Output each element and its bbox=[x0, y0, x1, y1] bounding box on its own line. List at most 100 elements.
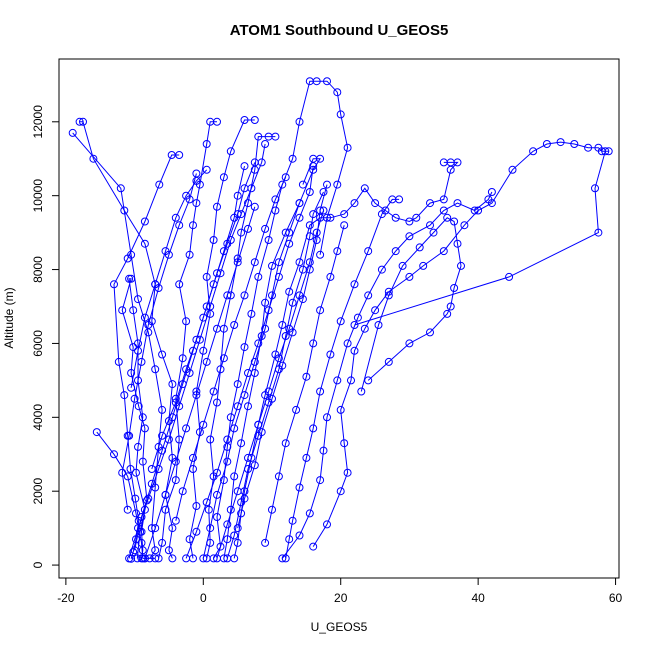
data-point bbox=[453, 199, 462, 208]
data-point bbox=[120, 391, 129, 400]
data-point bbox=[154, 554, 163, 563]
series-line-24 bbox=[264, 225, 345, 544]
data-point bbox=[151, 524, 160, 533]
data-point bbox=[309, 339, 318, 348]
data-point bbox=[250, 202, 259, 211]
data-point bbox=[233, 191, 242, 200]
data-point bbox=[202, 272, 211, 281]
data-point bbox=[168, 524, 177, 533]
data-point bbox=[264, 398, 273, 407]
data-point bbox=[333, 88, 342, 97]
data-point bbox=[415, 243, 424, 252]
data-point bbox=[126, 465, 135, 473]
data-point bbox=[443, 309, 452, 318]
data-point bbox=[391, 247, 400, 256]
data-point bbox=[439, 247, 448, 256]
data-point bbox=[206, 524, 215, 533]
data-point bbox=[182, 191, 191, 200]
y-tick-label: 4000 bbox=[31, 404, 45, 431]
data-point bbox=[158, 350, 167, 359]
data-point bbox=[161, 490, 170, 499]
data-point bbox=[223, 554, 232, 563]
data-point bbox=[171, 457, 180, 466]
data-point bbox=[237, 498, 246, 507]
series-line-26 bbox=[144, 206, 256, 559]
data-point bbox=[189, 346, 197, 355]
data-point bbox=[161, 505, 170, 514]
data-point bbox=[343, 339, 352, 348]
data-point bbox=[292, 405, 301, 414]
data-point bbox=[353, 313, 362, 322]
series-line-13 bbox=[312, 141, 609, 547]
data-point bbox=[237, 509, 246, 518]
data-point bbox=[360, 324, 369, 333]
data-point bbox=[288, 328, 297, 337]
data-point bbox=[254, 339, 263, 348]
data-point bbox=[316, 306, 325, 315]
data-point bbox=[457, 261, 465, 270]
data-point bbox=[371, 306, 380, 315]
data-point bbox=[443, 213, 452, 222]
y-tick-label: 0 bbox=[31, 561, 45, 568]
y-tick-label: 12000 bbox=[31, 105, 45, 139]
data-point bbox=[223, 291, 232, 300]
data-point bbox=[405, 232, 414, 241]
data-point bbox=[213, 490, 221, 499]
data-point bbox=[237, 439, 246, 448]
data-point bbox=[110, 280, 118, 289]
data-point bbox=[240, 116, 249, 124]
data-point bbox=[168, 554, 177, 563]
data-point bbox=[391, 213, 400, 222]
data-point bbox=[209, 387, 218, 396]
data-point bbox=[202, 302, 211, 311]
data-point bbox=[79, 117, 87, 126]
data-point bbox=[120, 206, 129, 215]
data-point bbox=[347, 376, 355, 385]
y-axis-label: Altitude (m) bbox=[2, 287, 16, 348]
data-point bbox=[230, 472, 239, 481]
series-line-19 bbox=[216, 210, 324, 559]
data-point bbox=[168, 413, 177, 422]
data-point bbox=[268, 261, 276, 270]
data-point bbox=[182, 554, 191, 563]
data-point bbox=[264, 236, 273, 244]
data-point bbox=[374, 321, 383, 329]
series-line-3 bbox=[79, 121, 173, 559]
data-point bbox=[213, 468, 221, 477]
y-tick-label: 6000 bbox=[31, 330, 45, 357]
data-point bbox=[182, 365, 191, 374]
data-point bbox=[233, 380, 242, 389]
data-point bbox=[326, 213, 335, 222]
data-point bbox=[591, 184, 599, 193]
data-point bbox=[192, 176, 201, 185]
data-point bbox=[209, 280, 218, 289]
data-point bbox=[604, 147, 613, 156]
data-point bbox=[412, 213, 421, 222]
data-point bbox=[274, 365, 283, 374]
y-tick-label: 10000 bbox=[31, 179, 45, 213]
data-point bbox=[474, 206, 483, 215]
data-point bbox=[223, 520, 232, 529]
data-point bbox=[453, 239, 462, 248]
data-point bbox=[340, 210, 349, 219]
data-point bbox=[487, 199, 496, 208]
data-point bbox=[350, 199, 359, 208]
data-point bbox=[138, 457, 147, 466]
data-point bbox=[189, 221, 197, 230]
data-point bbox=[274, 354, 283, 363]
data-point bbox=[323, 413, 331, 422]
plot-frame bbox=[58, 58, 620, 579]
data-point bbox=[202, 498, 211, 507]
data-point bbox=[158, 538, 167, 547]
data-point bbox=[278, 321, 287, 329]
data-point bbox=[140, 424, 149, 433]
data-point bbox=[244, 224, 252, 233]
data-point bbox=[439, 195, 448, 204]
data-point bbox=[377, 265, 386, 274]
data-point bbox=[137, 538, 146, 547]
data-point bbox=[261, 140, 270, 148]
data-point bbox=[405, 272, 414, 281]
data-point bbox=[360, 184, 369, 193]
data-point bbox=[250, 158, 259, 167]
data-point bbox=[288, 516, 297, 525]
